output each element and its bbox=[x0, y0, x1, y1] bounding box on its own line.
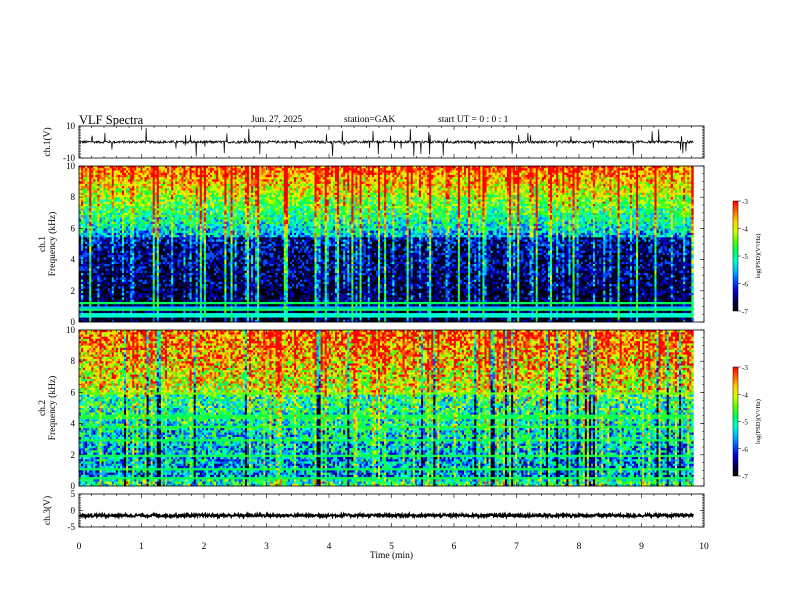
x-tick-label: 7 bbox=[514, 542, 519, 552]
colorbar: -3 -4 -5 -6 -7 log(PSD)(V²/Hz) bbox=[733, 198, 762, 316]
y-tick-label: 10 bbox=[66, 121, 76, 131]
colorbar-tick-label: -5 bbox=[742, 253, 748, 261]
x-tick-label: 8 bbox=[577, 542, 582, 552]
y-tick-label: 0 bbox=[71, 506, 76, 516]
y-tick-label: 2 bbox=[71, 286, 76, 296]
colorbar-scale bbox=[733, 201, 738, 311]
colorbar-tick-label: -6 bbox=[742, 446, 748, 454]
y-tick-label: 8 bbox=[71, 192, 76, 202]
y-tick-label: 2 bbox=[71, 450, 76, 460]
colorbar-label: log(PSD)(V²/Hz) bbox=[755, 399, 762, 444]
y-axis-label: ch.3(V) bbox=[42, 496, 53, 525]
colorbar-label: log(PSD)(V²/Hz) bbox=[755, 234, 762, 279]
colorbar-tick-label: -7 bbox=[742, 308, 748, 316]
y-axis-label: ch.2Frequency (kHz) bbox=[38, 376, 58, 441]
y-tick-label: 5 bbox=[71, 489, 76, 499]
y-tick-label: 8 bbox=[71, 356, 76, 366]
x-tick-label: 9 bbox=[639, 542, 644, 552]
y-tick-label: -5 bbox=[68, 522, 76, 532]
spectrogram-image bbox=[79, 166, 694, 322]
colorbar-tick-label: -3 bbox=[742, 364, 748, 372]
y-tick-label: 6 bbox=[71, 223, 76, 233]
x-tick-label: 10 bbox=[699, 542, 709, 552]
waveform-frame bbox=[79, 494, 704, 527]
colorbar-tick-label: -3 bbox=[742, 198, 748, 206]
y-axis-label: ch.1(V) bbox=[42, 127, 53, 156]
x-tick-label: 3 bbox=[264, 542, 269, 552]
spectrogram-image bbox=[79, 330, 694, 486]
x-tick-label: 4 bbox=[327, 542, 332, 552]
x-tick-label: 2 bbox=[202, 542, 207, 552]
y-tick-label: 10 bbox=[66, 161, 76, 171]
y-tick-label: 4 bbox=[71, 255, 76, 265]
colorbar-tick-label: -7 bbox=[742, 473, 748, 481]
x-tick-label: 0 bbox=[77, 542, 82, 552]
colorbar-scale bbox=[733, 367, 738, 476]
x-axis-label: Time (min) bbox=[370, 550, 413, 561]
colorbar: -3 -4 -5 -6 -7 log(PSD)(V²/Hz) bbox=[733, 364, 762, 481]
y-tick-label: 10 bbox=[66, 325, 76, 335]
colorbar-tick-label: -4 bbox=[742, 226, 748, 234]
y-axis-label: ch.1Frequency (kHz) bbox=[38, 212, 58, 277]
x-tick-label: 1 bbox=[139, 542, 144, 552]
y-tick-label: 4 bbox=[71, 419, 76, 429]
colorbar-tick-label: -5 bbox=[742, 419, 748, 427]
y-tick-label: 6 bbox=[71, 387, 76, 397]
colorbar-tick-label: -6 bbox=[742, 281, 748, 289]
waveform-trace bbox=[79, 128, 693, 157]
waveform-trace bbox=[79, 514, 693, 517]
x-tick-label: 6 bbox=[452, 542, 457, 552]
colorbar-tick-label: -4 bbox=[742, 391, 748, 399]
